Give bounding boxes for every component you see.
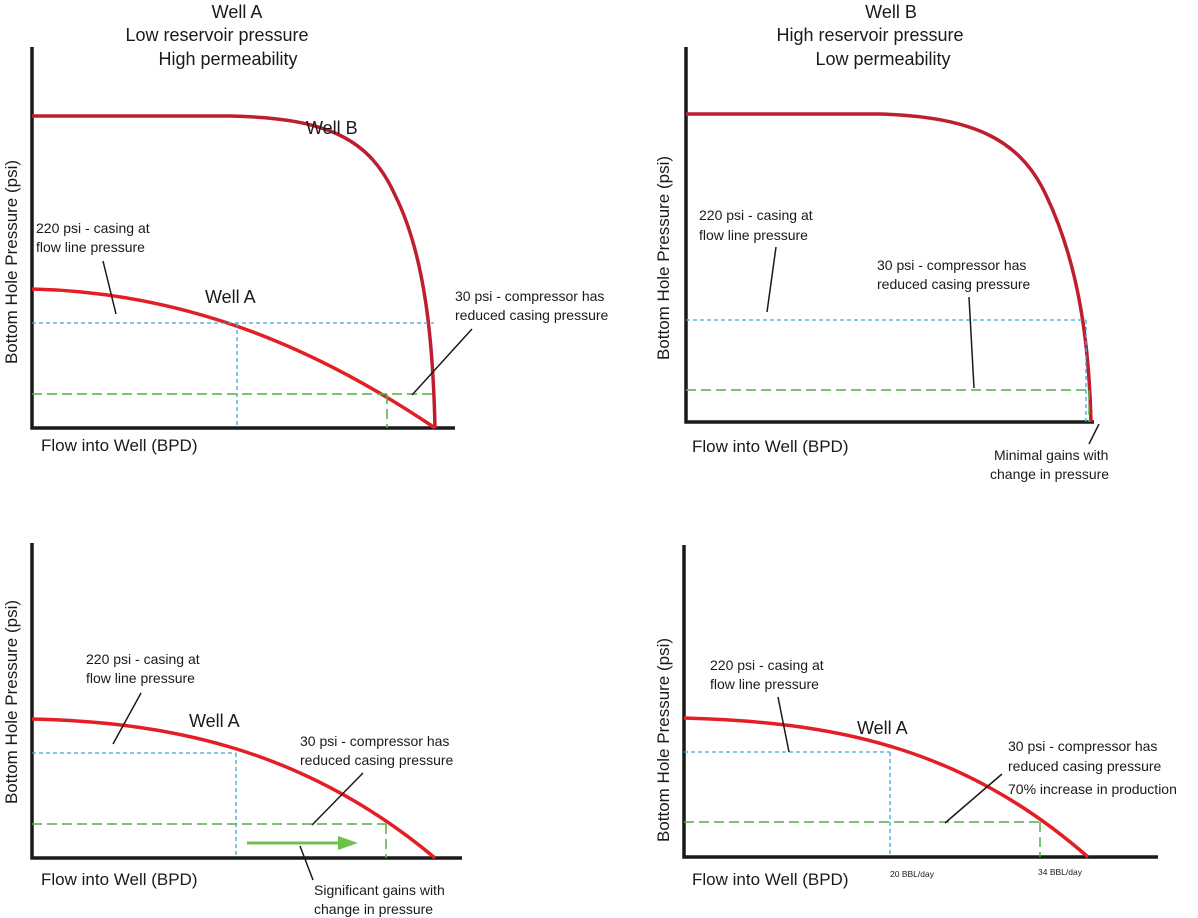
note-220-psi-line-2: flow line pressure bbox=[36, 239, 145, 255]
well-b-curve-label: Well B bbox=[306, 118, 358, 138]
note-30-psi-line-2: reduced casing pressure bbox=[1008, 758, 1162, 774]
panel-title-line-2: High reservoir pressure bbox=[776, 25, 963, 45]
note-220-psi-line-2: flow line pressure bbox=[86, 670, 195, 686]
x-axis-label: Flow into Well (BPD) bbox=[692, 870, 849, 889]
x-axis-label: Flow into Well (BPD) bbox=[41, 436, 198, 455]
x-axis-label: Flow into Well (BPD) bbox=[41, 870, 198, 889]
well-b-curve bbox=[32, 114, 437, 429]
y-axis-label: Bottom Hole Pressure (psi) bbox=[2, 160, 21, 364]
y-axis-label: Bottom Hole Pressure (psi) bbox=[2, 600, 21, 804]
axes bbox=[30, 47, 455, 430]
panel-top-right: Well B High reservoir pressure Low perme… bbox=[654, 2, 1109, 482]
tick-label-20-bbl: 20 BBL/day bbox=[890, 869, 935, 879]
note-30-psi-line-1: 30 psi - compressor has bbox=[1008, 738, 1157, 754]
note-30-pointer bbox=[411, 328, 473, 396]
gain-arrowhead bbox=[338, 836, 358, 850]
note-gain-line-1: Significant gains with bbox=[314, 882, 445, 898]
note-30-psi-line-2: reduced casing pressure bbox=[877, 276, 1031, 292]
well-a-curve-label: Well A bbox=[857, 718, 908, 738]
panel-title-line-3: Low permeability bbox=[815, 49, 950, 69]
panel-title-line-1: Well B bbox=[865, 2, 917, 22]
well-a-curve bbox=[683, 716, 1090, 859]
axes bbox=[682, 545, 1158, 859]
panel-title-line-3: High permeability bbox=[158, 49, 297, 69]
panel-title-line-2: Low reservoir pressure bbox=[125, 25, 308, 45]
note-30-pointer bbox=[944, 773, 1003, 824]
axes bbox=[684, 47, 1094, 424]
well-a-curve bbox=[31, 717, 437, 860]
well-a-curve-label: Well A bbox=[189, 711, 240, 731]
note-gain-line-2: change in pressure bbox=[990, 466, 1109, 482]
x-axis-label: Flow into Well (BPD) bbox=[692, 437, 849, 456]
note-220-psi-line-1: 220 psi - casing at bbox=[86, 651, 200, 667]
axes bbox=[30, 543, 462, 860]
note-220-psi-line-1: 220 psi - casing at bbox=[699, 207, 813, 223]
note-220-psi-line-1: 220 psi - casing at bbox=[710, 657, 824, 673]
note-30-pointer bbox=[968, 296, 975, 389]
note-increase-label: 70% increase in production bbox=[1008, 781, 1177, 797]
panel-title-line-1: Well A bbox=[212, 2, 263, 22]
note-220-psi-line-2: flow line pressure bbox=[699, 227, 808, 243]
note-220-pointer bbox=[766, 246, 777, 313]
note-30-pointer bbox=[311, 772, 364, 826]
note-220-psi-line-1: 220 psi - casing at bbox=[36, 220, 150, 236]
note-220-pointer bbox=[112, 692, 142, 745]
note-30-psi-line-1: 30 psi - compressor has bbox=[455, 288, 604, 304]
note-gain-line-1: Minimal gains with bbox=[994, 447, 1108, 463]
note-220-psi-line-2: flow line pressure bbox=[710, 676, 819, 692]
note-30-psi-line-2: reduced casing pressure bbox=[300, 752, 454, 768]
note-220-pointer bbox=[102, 260, 117, 315]
well-b-curve bbox=[686, 112, 1093, 423]
note-gain-line-2: change in pressure bbox=[314, 901, 433, 917]
panel-top-left: Well A Low reservoir pressure High perme… bbox=[2, 2, 609, 455]
y-axis-label: Bottom Hole Pressure (psi) bbox=[654, 638, 673, 842]
note-gain-pointer bbox=[1088, 423, 1100, 445]
well-a-curve-label: Well A bbox=[205, 287, 256, 307]
note-30-psi-line-2: reduced casing pressure bbox=[455, 307, 609, 323]
note-30-psi-line-1: 30 psi - compressor has bbox=[877, 257, 1026, 273]
note-30-psi-line-1: 30 psi - compressor has bbox=[300, 733, 449, 749]
tick-label-34-bbl: 34 BBL/day bbox=[1038, 867, 1083, 877]
panel-bottom-left: Bottom Hole Pressure (psi) Flow into Wel… bbox=[2, 543, 462, 917]
note-gain-pointer bbox=[299, 845, 314, 881]
note-220-pointer bbox=[777, 696, 790, 753]
well-a-curve bbox=[31, 287, 436, 430]
panel-bottom-right: Bottom Hole Pressure (psi) Flow into Wel… bbox=[654, 545, 1177, 889]
y-axis-label: Bottom Hole Pressure (psi) bbox=[654, 156, 673, 360]
